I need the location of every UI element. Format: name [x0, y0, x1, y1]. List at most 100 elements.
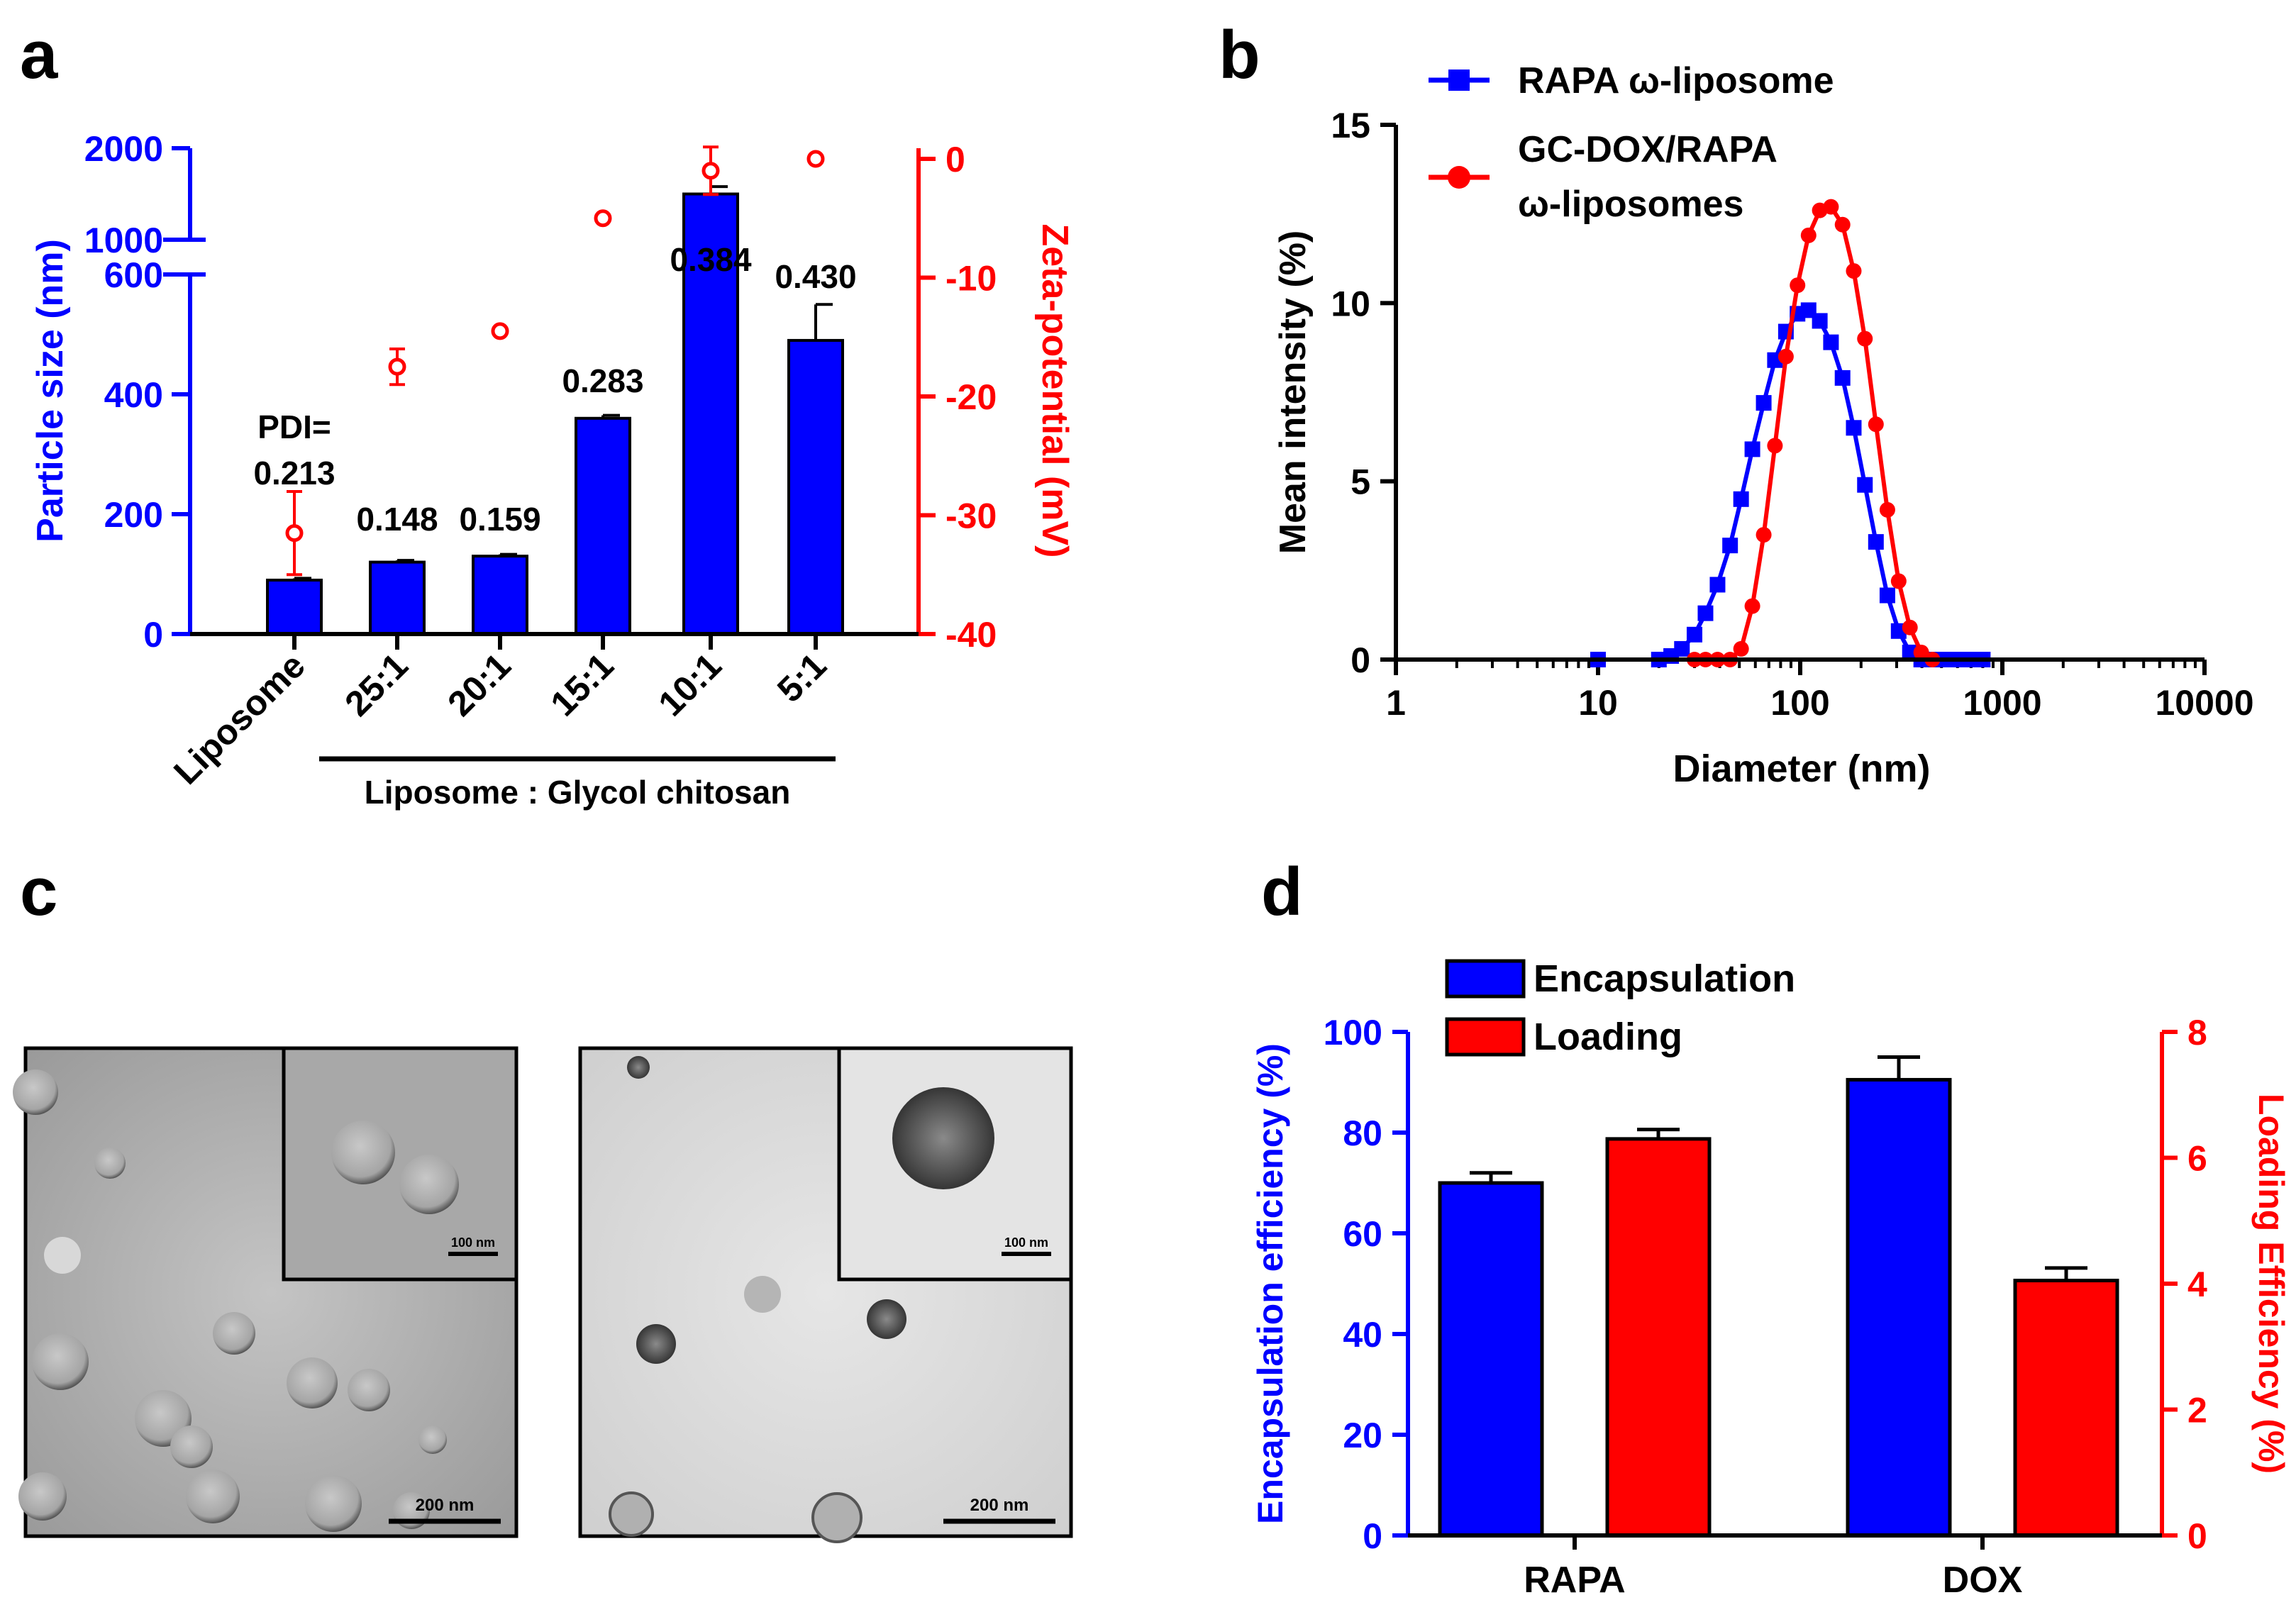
b-rapa-point — [1744, 441, 1760, 457]
d-bar-encapsulation — [1846, 1077, 1952, 1538]
d-right-tick-label: 2 — [2187, 1391, 2207, 1430]
b-legend-marker-rapa — [1448, 70, 1470, 91]
panel-d-chart: 0 20 40 60 80 100 0 2 4 6 8 RAPA DOX — [1324, 1013, 2207, 1601]
b-x-tick-label: 1 — [1386, 683, 1406, 723]
a-group-label: Liposome : Glycol chitosan — [365, 774, 791, 811]
a-left-tick-label: 2000 — [84, 129, 163, 169]
b-gc-point — [1857, 330, 1873, 347]
b-legend-text-rapa: RAPA ω-liposome — [1518, 60, 1834, 101]
tem-1-inset — [282, 1046, 518, 1282]
tem-image-liposome: 100 nm 200 nm — [13, 1046, 518, 1538]
tem-1-vesicle — [32, 1333, 89, 1390]
b-gc-point — [1913, 644, 1929, 660]
b-gc-point — [1733, 640, 1749, 657]
a-bar — [266, 578, 323, 636]
b-x-tick-label: 100 — [1770, 683, 1829, 723]
d-right-tick-label: 0 — [2187, 1516, 2207, 1556]
tem-1-vesicle — [418, 1426, 447, 1454]
b-rapa-point — [1834, 369, 1851, 386]
tem-1-vesicle — [287, 1357, 338, 1408]
b-x-axis-label: Diameter (nm) — [1673, 748, 1930, 790]
b-gc-point — [1767, 438, 1783, 454]
tem-2-vesicle — [744, 1276, 781, 1313]
a-x-tick-label: 25:1 — [337, 645, 415, 723]
b-series-gc-line — [1695, 204, 1934, 662]
b-rapa-point — [1756, 395, 1772, 411]
tem-1-scale-label: 200 nm — [416, 1496, 475, 1515]
tem-1-inset-vesicle — [399, 1155, 459, 1214]
b-rapa-point — [1823, 334, 1839, 350]
b-gc-point — [1834, 216, 1851, 233]
d-y-axis-label: Encapsulation efficiency (%) — [1250, 1043, 1290, 1524]
a-bar — [472, 555, 528, 636]
d-left-tick-label: 100 — [1324, 1013, 1382, 1052]
a-left-tick-label: 400 — [104, 375, 163, 415]
a-pdi-label: 0.159 — [459, 501, 540, 538]
a-right-tick-label: -40 — [945, 615, 997, 655]
b-gc-point — [1846, 263, 1862, 279]
a-pdi-label: 0.148 — [356, 501, 438, 538]
a-bar — [575, 416, 631, 635]
a-x-tick-label: Liposome — [166, 645, 313, 792]
a-bar — [787, 338, 844, 635]
a-right-tick-label: -10 — [945, 259, 997, 299]
tem-1-vesicle — [13, 1069, 58, 1115]
tem-image-gc-dox-rapa: 100 nm 200 nm — [578, 1046, 1073, 1543]
b-gc-point — [1823, 199, 1839, 215]
tem-1-inset-scale-label: 100 nm — [451, 1235, 495, 1250]
b-legend-text-gc-2: ω-liposomes — [1518, 184, 1743, 225]
a-zeta-point — [806, 150, 825, 168]
a-pdi-label: 0.283 — [562, 362, 643, 399]
b-rapa-point — [1812, 313, 1828, 329]
b-rapa-point — [1709, 577, 1726, 593]
a-x-tick-label: 10:1 — [650, 645, 728, 723]
d-legend-text-encapsulation: Encapsulation — [1534, 957, 1795, 1000]
a-pdi-label: 0.384 — [670, 241, 752, 278]
tem-2-vesicle — [867, 1299, 906, 1339]
a-right-tick-label: -30 — [945, 496, 997, 536]
d-x-tick-label: DOX — [1943, 1560, 2023, 1601]
panel-a-axes — [163, 148, 921, 762]
tem-1-vesicle — [305, 1475, 362, 1532]
a-right-tick-label: -20 — [945, 377, 997, 417]
a-bar — [682, 192, 739, 635]
tem-2-vesicle — [636, 1324, 676, 1364]
b-gc-point — [1879, 501, 1895, 518]
panel-a-label: a — [20, 17, 58, 93]
d-legend-swatch-encapsulation — [1445, 959, 1526, 999]
a-left-tick-label: 600 — [104, 255, 163, 295]
d-legend-text-loading: Loading — [1534, 1016, 1682, 1058]
d-bar-loading — [2013, 1279, 2119, 1538]
panel-c-label: c — [20, 854, 57, 930]
d-left-tick-label: 20 — [1343, 1416, 1382, 1455]
b-x-tick-label: 1000 — [1963, 683, 2041, 723]
a-x-tick-label: 5:1 — [770, 645, 834, 710]
b-y-axis-label: Mean intensity (%) — [1272, 230, 1314, 555]
tem-1-vesicle — [186, 1469, 240, 1523]
panel-b-chart: 1 10 100 1000 10000 0 5 10 15 — [1331, 106, 2253, 723]
tem-1-vesicle — [348, 1369, 390, 1411]
tem-1-vesicle — [170, 1426, 213, 1468]
d-x-tick-label: RAPA — [1524, 1560, 1625, 1601]
panel-b-label: b — [1219, 17, 1260, 93]
b-gc-point — [1756, 527, 1772, 543]
a-y2-axis-label: Zeta-potential (mV) — [1034, 224, 1075, 558]
a-right-tick-label: 0 — [945, 140, 965, 179]
d-right-tick-label: 6 — [2187, 1139, 2207, 1179]
a-zeta-point — [594, 209, 612, 228]
b-y-tick-label: 5 — [1351, 462, 1370, 502]
d-legend: Encapsulation Loading — [1445, 957, 1795, 1058]
panel-b-axes — [1394, 125, 2205, 662]
a-left-tick-label: 1000 — [84, 221, 163, 260]
a-left-tick-label: 200 — [104, 495, 163, 535]
a-zeta-point — [285, 524, 304, 543]
tem-2-inset-vesicle — [892, 1087, 994, 1189]
b-gc-point — [1790, 277, 1806, 294]
a-x-tick-label: 15:1 — [543, 645, 621, 723]
b-legend: RAPA ω-liposome GC-DOX/RAPA ω-liposomes — [1429, 60, 1834, 225]
a-zeta-point — [491, 322, 509, 340]
b-gc-point — [1744, 598, 1760, 614]
b-gc-point — [1902, 619, 1918, 635]
b-y-tick-label: 15 — [1331, 106, 1370, 145]
